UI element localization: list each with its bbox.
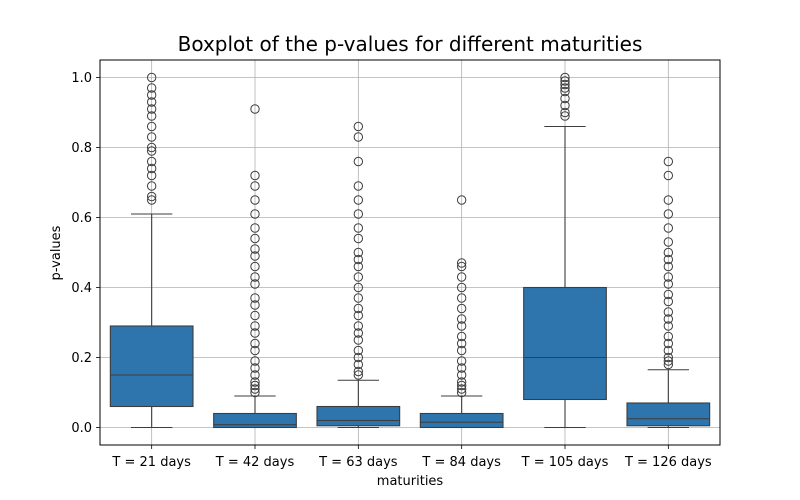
x-tick-label: T = 126 days <box>624 455 712 470</box>
x-tick-label: T = 21 days <box>111 455 191 470</box>
box-group <box>524 73 607 427</box>
y-axis-label: p-values <box>49 225 64 280</box>
y-tick-label: 0.0 <box>71 421 92 436</box>
box-iqr <box>420 414 503 428</box>
x-axis-label: maturities <box>377 474 444 489</box>
x-tick-label: T = 84 days <box>421 455 501 470</box>
box-iqr <box>317 407 400 426</box>
box-iqr <box>524 288 607 400</box>
y-tick-label: 0.6 <box>71 211 92 226</box>
y-tick-label: 0.2 <box>71 351 92 366</box>
x-tick-label: T = 42 days <box>215 455 295 470</box>
y-tick-label: 0.8 <box>71 141 92 156</box>
chart-title: Boxplot of the p-values for different ma… <box>178 32 643 56</box>
x-tick-label: T = 105 days <box>521 455 609 470</box>
box-iqr <box>214 414 297 428</box>
y-tick-label: 0.4 <box>71 281 92 296</box>
y-tick-label: 1.0 <box>71 71 92 86</box>
box-iqr <box>627 403 710 426</box>
x-tick-label: T = 63 days <box>318 455 398 470</box>
y-axis-ticks: 0.0 0.2 0.4 0.6 0.8 1.0 <box>71 71 100 436</box>
box-iqr <box>110 326 193 407</box>
box-series <box>110 73 709 427</box>
x-axis-ticks: T = 21 days T = 42 days T = 63 days T = 84 … <box>111 445 711 470</box>
